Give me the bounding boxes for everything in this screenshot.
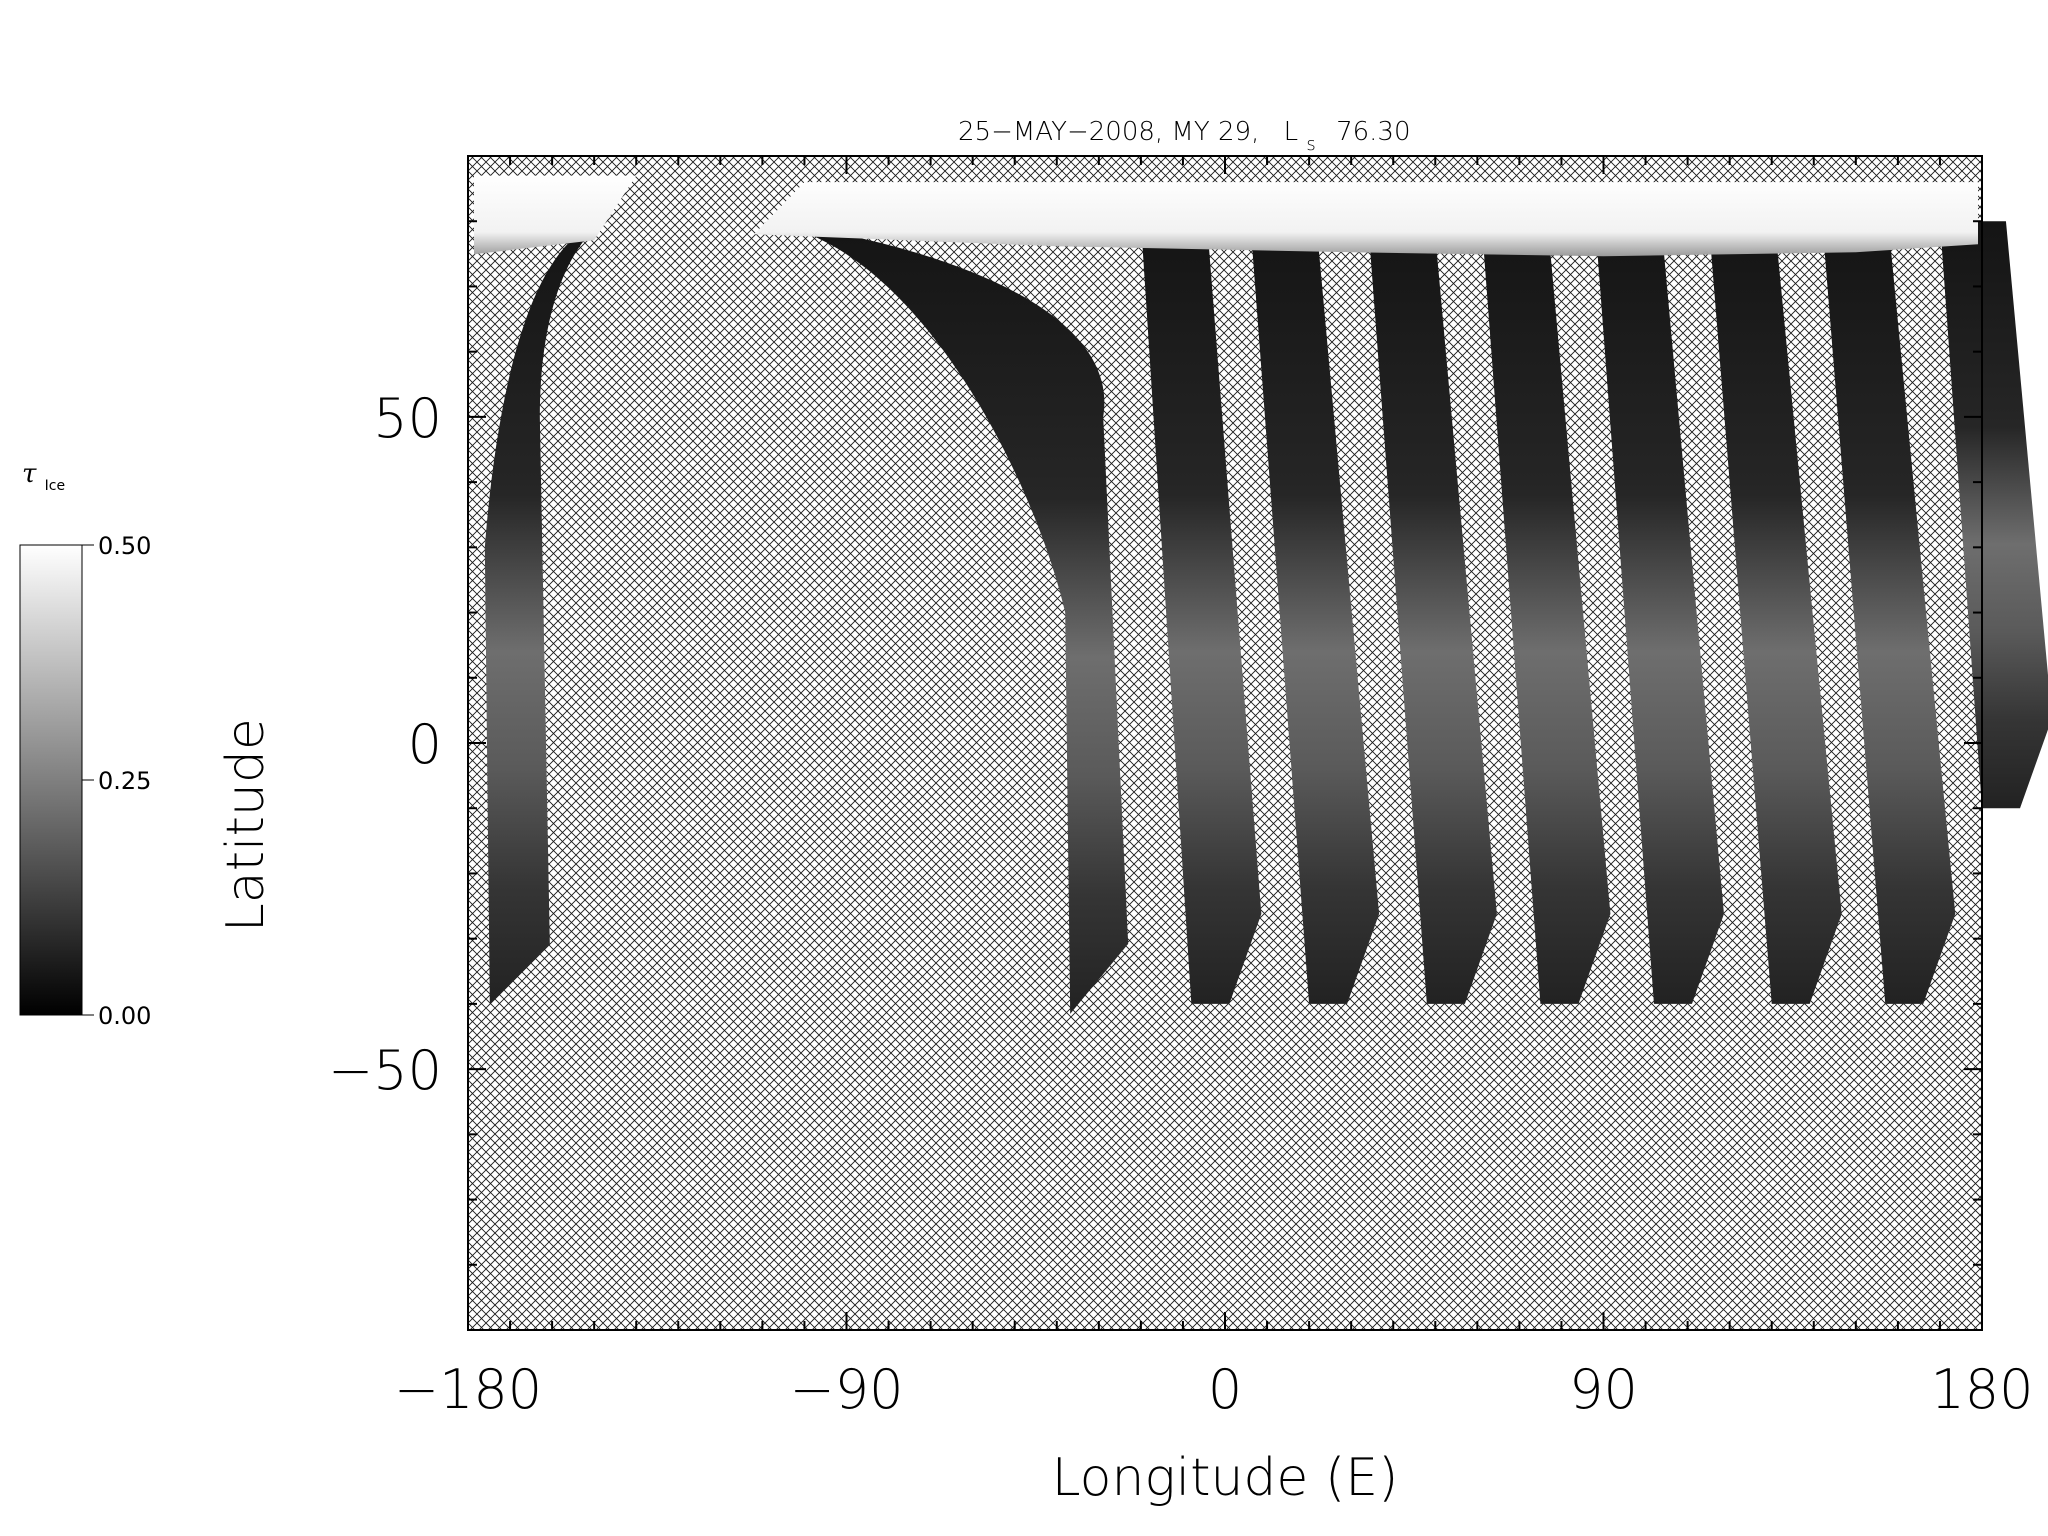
y-tick-marks bbox=[468, 155, 1982, 1331]
title-ls-main: L bbox=[1284, 117, 1299, 147]
y-tick-label: 50 bbox=[373, 387, 442, 450]
swath-4 bbox=[1250, 221, 1380, 1004]
title-date: 25−MAY−2008, MY 29, bbox=[958, 117, 1259, 147]
colorbar-label-ice: Ice bbox=[45, 478, 65, 494]
swath-5 bbox=[1367, 221, 1497, 1004]
swath-8 bbox=[1708, 221, 1842, 1004]
chart-title: 25−MAY−2008, MY 29, L s 76.30 bbox=[958, 117, 1411, 157]
swath-2 bbox=[753, 221, 1129, 1014]
colorbar-label-tau: τ bbox=[22, 459, 37, 489]
map-plot-area bbox=[467, 155, 2048, 1331]
x-tick-marks bbox=[467, 156, 1983, 1330]
x-tick-label: 180 bbox=[1930, 1358, 2033, 1421]
north-polar-cap bbox=[474, 175, 1978, 257]
swath-3 bbox=[1140, 221, 1262, 1004]
polar-cap-layer bbox=[474, 175, 1978, 257]
x-tick-label: 0 bbox=[1208, 1358, 1242, 1421]
y-tick-label: −50 bbox=[328, 1039, 442, 1102]
y-tick-label: 0 bbox=[408, 713, 442, 776]
x-tick-label: −90 bbox=[790, 1358, 904, 1421]
x-axis-label: Longitude (E) bbox=[1052, 1448, 1399, 1508]
swath-10 bbox=[1939, 221, 2048, 809]
swath-9 bbox=[1822, 221, 1956, 1004]
y-tick-labels: −50 0 50 bbox=[328, 387, 442, 1102]
colorbar: τ Ice 0.00 0.25 0.50 bbox=[19, 459, 151, 1030]
title-ls-sub: s bbox=[1306, 134, 1315, 155]
colorbar-gradient bbox=[19, 544, 83, 1016]
x-tick-label: 90 bbox=[1569, 1358, 1638, 1421]
colorbar-tick-label: 0.50 bbox=[98, 532, 151, 560]
x-tick-label: −180 bbox=[394, 1358, 542, 1421]
swath-7 bbox=[1595, 221, 1724, 1004]
swath-1 bbox=[484, 221, 605, 1004]
colorbar-tick-label: 0.25 bbox=[98, 767, 151, 795]
colorbar-ticks: 0.00 0.25 0.50 bbox=[82, 532, 151, 1030]
y-axis-label: Latitude bbox=[216, 718, 276, 932]
colorbar-label: τ Ice bbox=[22, 459, 65, 494]
title-ls-value: 76.30 bbox=[1336, 117, 1410, 147]
colorbar-tick-label: 0.00 bbox=[98, 1002, 151, 1030]
swath-layer bbox=[484, 221, 2048, 1014]
swath-6 bbox=[1481, 221, 1611, 1004]
x-tick-labels: −180 −90 0 90 180 bbox=[394, 1358, 2034, 1421]
